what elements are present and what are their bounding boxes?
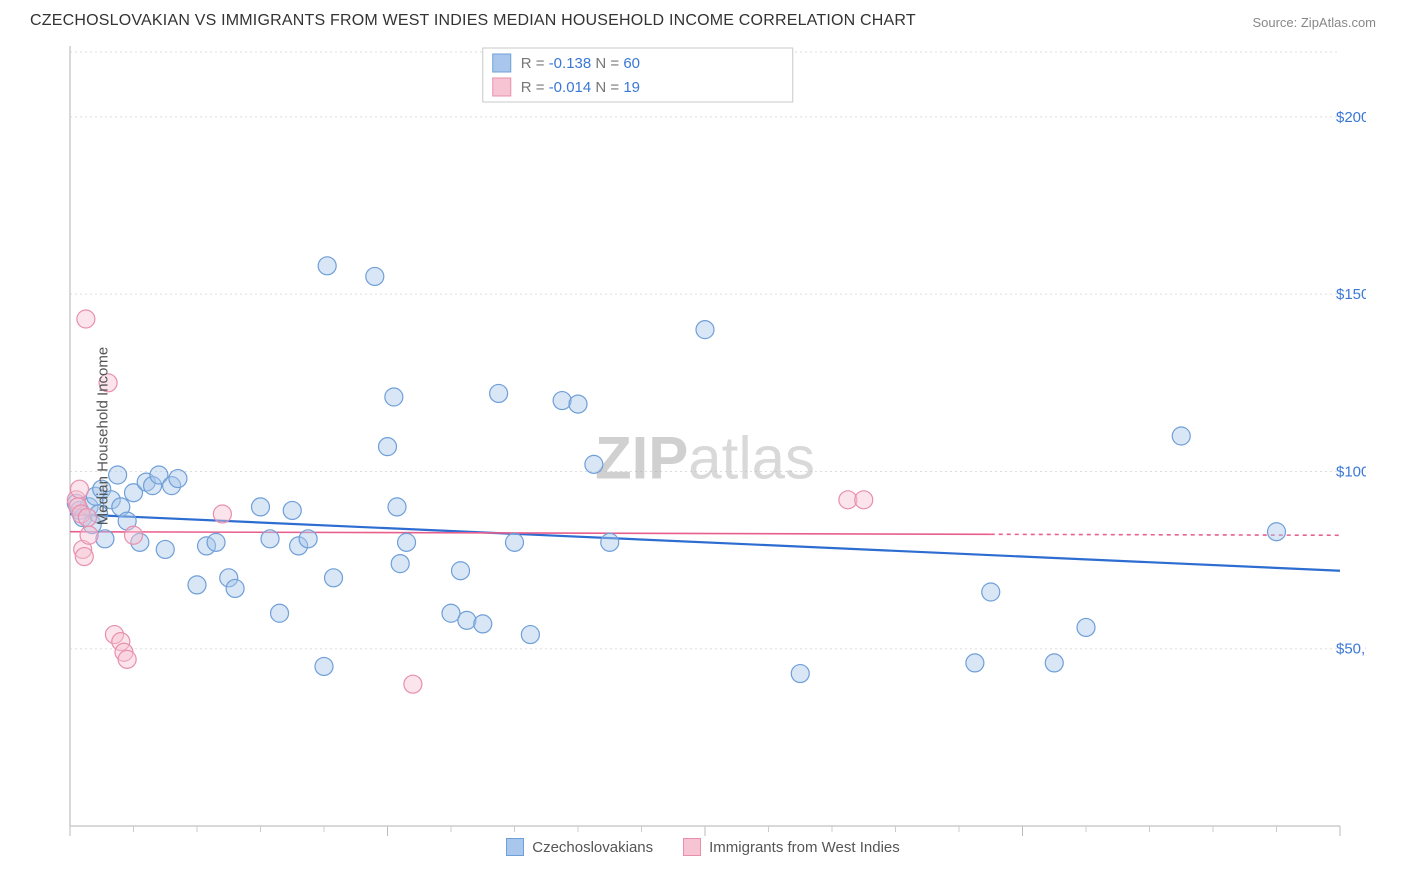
- svg-text:R = -0.138 N = 60: R = -0.138 N = 60: [521, 55, 640, 72]
- svg-text:$200,000: $200,000: [1336, 109, 1366, 126]
- swatch-icon: [683, 838, 701, 856]
- legend-item-b: Immigrants from West Indies: [683, 838, 900, 856]
- svg-text:R = -0.014 N = 19: R = -0.014 N = 19: [521, 79, 640, 96]
- legend-label-b: Immigrants from West Indies: [709, 839, 900, 856]
- svg-text:$50,000: $50,000: [1336, 641, 1366, 658]
- svg-text:ZIPatlas: ZIPatlas: [595, 425, 815, 492]
- legend-item-a: Czechoslovakians: [506, 838, 653, 856]
- legend-bottom: Czechoslovakians Immigrants from West In…: [0, 838, 1406, 856]
- page-title: CZECHOSLOVAKIAN VS IMMIGRANTS FROM WEST …: [30, 12, 916, 30]
- legend-label-a: Czechoslovakians: [532, 839, 653, 856]
- y-axis-label: Median Household Income: [95, 347, 112, 525]
- source-label: Source: ZipAtlas.com: [1252, 15, 1376, 30]
- correlation-scatter-chart: $50,000$100,000$150,000$200,000ZIPatlas0…: [20, 36, 1366, 836]
- swatch-icon: [506, 838, 524, 856]
- svg-text:$100,000: $100,000: [1336, 463, 1366, 480]
- svg-text:$150,000: $150,000: [1336, 286, 1366, 303]
